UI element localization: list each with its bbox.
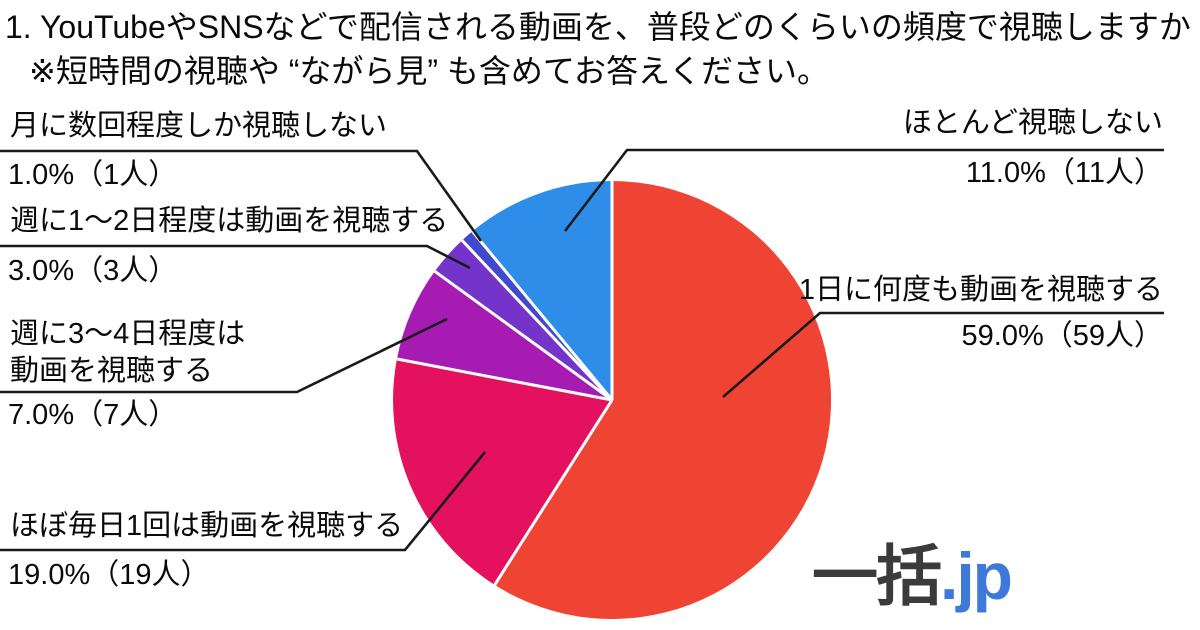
brand-logo-suffix: .jp	[940, 539, 1013, 613]
slice-divider	[461, 239, 614, 402]
callout-weekly12-label: 週に1～2日程度は動画を視聴する	[10, 205, 449, 237]
callout-rarely-label: ほとんど視聴しない	[902, 107, 1163, 139]
leader-line-slice-5	[563, 148, 1164, 232]
brand-logo: 一括.jp	[812, 539, 1013, 613]
leader-line-slice-1	[0, 451, 487, 552]
leader-line-slice-2	[0, 317, 448, 394]
slice-divider	[433, 270, 613, 402]
callout-monthly-label: 月に数回程度しか視聴しない	[10, 110, 388, 142]
callout-daily-once-label: ほぼ毎日1回は動画を視聴する	[10, 510, 404, 542]
callout-daily-once-value: 19.0%（19人）	[8, 559, 210, 591]
slice-divider	[471, 230, 614, 401]
leader-line-slice-0	[722, 311, 1164, 398]
leader-line-slice-4	[0, 149, 483, 242]
pie-slice-1	[393, 359, 612, 585]
callout-many-times-value: 59.0%（59人）	[961, 320, 1164, 352]
callout-weekly12-value: 3.0%（3人）	[8, 255, 178, 287]
slice-divider	[396, 357, 613, 402]
pie-slice-3	[434, 240, 612, 400]
callout-monthly-value: 1.0%（1人）	[8, 159, 178, 191]
callout-weekly34-value: 7.0%（7人）	[8, 399, 178, 431]
pie-slice-4	[462, 231, 612, 400]
pie-slice-5	[472, 181, 612, 400]
callout-rarely-value: 11.0%（11人）	[965, 157, 1163, 189]
pie-slice-0	[494, 180, 832, 619]
slice-divider	[493, 399, 614, 586]
question-title-line1: 1. YouTubeやSNSなどで配信される動画を、普段どのくらいの頻度で視聴し…	[5, 9, 1191, 45]
leader-line-slice-3	[0, 244, 471, 270]
brand-logo-main: 一括	[812, 539, 942, 613]
callout-many-times-label: 1日に何度も動画を視聴する	[798, 274, 1163, 306]
callout-weekly34-label: 週に3～4日程度は 動画を視聴する	[10, 318, 246, 387]
question-title-line2: ※短時間の視聴や “ながら見” も含めてお答えください。	[29, 53, 829, 89]
